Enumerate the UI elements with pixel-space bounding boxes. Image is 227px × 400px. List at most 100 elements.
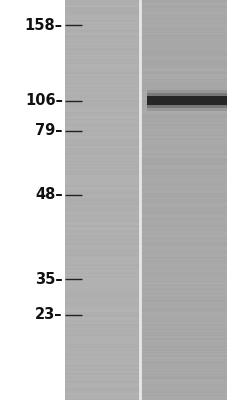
Bar <box>140 292 227 293</box>
Bar <box>65 96 140 98</box>
Bar <box>140 64 227 66</box>
Bar <box>65 132 140 134</box>
Bar <box>140 131 227 132</box>
Bar <box>65 274 140 276</box>
Bar <box>65 392 140 393</box>
Bar <box>140 8 227 9</box>
Bar <box>140 84 227 86</box>
Bar <box>140 74 227 75</box>
Bar <box>65 348 140 349</box>
Bar <box>140 284 227 285</box>
Bar <box>140 143 227 144</box>
Bar <box>65 88 140 90</box>
Bar <box>140 361 227 362</box>
Bar <box>65 318 140 320</box>
Bar <box>140 240 227 241</box>
Bar <box>140 50 227 51</box>
Bar <box>140 254 227 256</box>
Bar <box>65 336 140 337</box>
Bar <box>140 120 227 122</box>
Bar <box>65 256 140 257</box>
Bar <box>140 206 227 207</box>
Bar <box>65 337 140 338</box>
Bar <box>140 313 227 314</box>
Bar <box>140 72 227 74</box>
Bar <box>140 43 227 44</box>
Bar <box>140 70 227 71</box>
Bar <box>140 42 227 43</box>
Bar <box>65 26 140 27</box>
Bar <box>65 276 140 277</box>
Text: 158–: 158– <box>25 18 62 33</box>
Bar <box>140 181 227 182</box>
Bar <box>140 389 227 391</box>
Bar <box>140 76 227 78</box>
Bar <box>140 122 227 123</box>
Bar <box>65 64 140 66</box>
Bar <box>65 215 140 217</box>
Bar <box>65 270 140 272</box>
Bar <box>65 46 140 47</box>
Bar <box>140 71 227 72</box>
Bar <box>140 103 227 104</box>
Bar <box>65 183 140 185</box>
Bar <box>140 324 227 325</box>
Bar <box>65 3 140 4</box>
Bar <box>140 225 227 226</box>
Bar <box>140 258 227 260</box>
Bar <box>65 100 140 102</box>
Bar <box>65 151 140 152</box>
Bar <box>65 219 140 221</box>
Bar <box>65 340 140 341</box>
Bar <box>65 39 140 40</box>
Bar <box>140 191 227 193</box>
Bar <box>65 150 140 151</box>
Bar <box>140 397 227 399</box>
Bar <box>140 383 227 384</box>
Bar <box>140 269 227 270</box>
Bar <box>140 107 227 108</box>
Bar <box>65 170 140 171</box>
Bar <box>140 195 227 197</box>
Bar <box>65 134 140 135</box>
Bar <box>140 362 227 364</box>
Bar <box>140 250 227 252</box>
Bar <box>140 310 227 312</box>
Bar <box>140 376 227 377</box>
Bar <box>140 130 227 131</box>
Bar <box>65 345 140 346</box>
Bar <box>140 75 227 76</box>
Bar <box>65 24 140 26</box>
Bar <box>140 345 227 346</box>
Bar <box>65 253 140 254</box>
Bar <box>140 86 227 87</box>
Bar <box>65 312 140 313</box>
Bar <box>140 320 227 321</box>
Bar <box>65 214 140 215</box>
Bar <box>65 68 140 70</box>
Bar <box>140 112 227 114</box>
Bar <box>65 9 140 11</box>
Bar <box>65 302 140 304</box>
Bar <box>65 228 140 229</box>
Bar <box>140 31 227 32</box>
Bar <box>140 252 227 253</box>
Bar <box>140 266 227 268</box>
Bar <box>140 166 227 167</box>
Bar <box>140 48 227 50</box>
Bar <box>65 168 140 170</box>
Bar <box>65 34 140 35</box>
Bar <box>65 229 140 230</box>
Bar <box>140 304 227 305</box>
Bar <box>140 126 227 127</box>
Bar <box>140 132 227 134</box>
Bar <box>140 374 227 376</box>
Bar <box>65 31 140 32</box>
Bar <box>140 340 227 341</box>
Bar <box>140 317 227 318</box>
Bar <box>140 182 227 183</box>
Bar <box>65 316 140 317</box>
Bar <box>140 3 227 4</box>
Bar <box>140 30 227 31</box>
Bar <box>65 217 140 218</box>
